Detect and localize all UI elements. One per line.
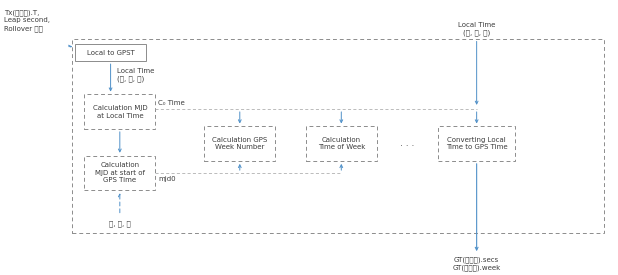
Bar — [306, 126, 377, 161]
Bar — [85, 156, 155, 190]
Text: Calculation GPS
Week Number: Calculation GPS Week Number — [212, 137, 268, 150]
Bar — [205, 126, 275, 161]
Text: Local Time
(시, 분, 초): Local Time (시, 분, 초) — [458, 22, 496, 36]
Text: Local Time
(년, 월, 일): Local Time (년, 월, 일) — [117, 68, 154, 82]
Text: Calculation MJD
at Local Time: Calculation MJD at Local Time — [93, 105, 147, 119]
Text: Tx(구조체).T,
Leap second,
Rollover 여부: Tx(구조체).T, Leap second, Rollover 여부 — [4, 9, 51, 32]
Text: Local to GPST: Local to GPST — [87, 50, 135, 56]
Text: . . .: . . . — [400, 139, 415, 148]
Text: C₀ Time: C₀ Time — [158, 100, 185, 106]
Text: GT(구조체).secs
GT(구조체).week: GT(구조체).secs GT(구조체).week — [452, 257, 501, 271]
Bar — [75, 44, 146, 61]
Text: Converting Local
Time to GPS Time: Converting Local Time to GPS Time — [446, 137, 507, 150]
Text: Calculation
Time of Week: Calculation Time of Week — [318, 137, 365, 150]
Bar — [438, 126, 515, 161]
Text: 년, 월, 일: 년, 월, 일 — [109, 221, 130, 227]
Text: Calculation
MJD at start of
GPS Time: Calculation MJD at start of GPS Time — [95, 163, 145, 183]
Bar — [85, 95, 155, 129]
Text: mjd0: mjd0 — [158, 176, 176, 182]
Bar — [72, 39, 604, 233]
